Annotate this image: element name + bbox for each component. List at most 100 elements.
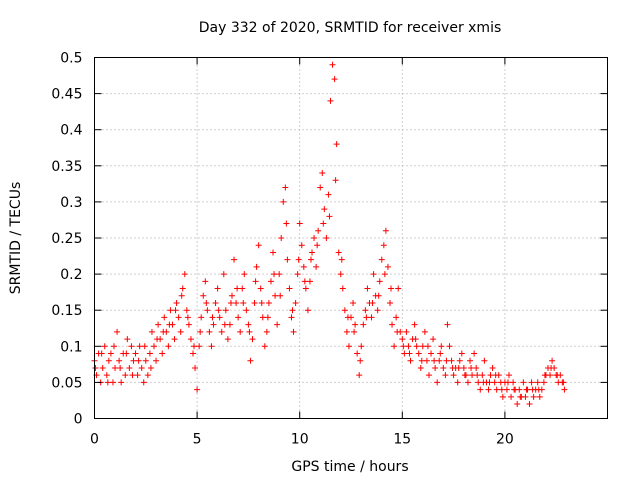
data-point xyxy=(329,61,336,68)
data-point xyxy=(475,379,482,386)
data-point xyxy=(307,256,314,263)
data-point xyxy=(362,307,369,314)
data-point xyxy=(204,307,211,314)
data-point xyxy=(144,372,151,379)
data-point xyxy=(198,314,205,321)
data-point xyxy=(467,357,474,364)
data-point xyxy=(114,328,121,335)
data-point xyxy=(491,379,498,386)
data-point xyxy=(178,292,185,299)
data-point xyxy=(263,328,270,335)
x-tick-label: 10 xyxy=(291,432,309,448)
data-point xyxy=(161,314,168,321)
data-point xyxy=(184,314,191,321)
data-point xyxy=(175,314,182,321)
data-point xyxy=(304,307,311,314)
data-point xyxy=(135,357,142,364)
data-point xyxy=(306,278,313,285)
data-point xyxy=(117,364,124,371)
data-point xyxy=(417,364,424,371)
data-point xyxy=(386,299,393,306)
data-point xyxy=(311,235,318,241)
data-point xyxy=(237,328,244,335)
data-point xyxy=(179,285,186,292)
data-point xyxy=(246,328,253,335)
data-point xyxy=(428,350,435,357)
data-point xyxy=(202,278,209,285)
data-point xyxy=(343,328,350,335)
data-point xyxy=(233,299,240,306)
data-point xyxy=(185,321,192,328)
data-point xyxy=(331,76,338,83)
data-point xyxy=(325,191,332,198)
data-point xyxy=(122,372,129,379)
data-point xyxy=(375,292,382,299)
data-point xyxy=(151,343,158,350)
data-point xyxy=(529,386,536,393)
data-point xyxy=(378,256,385,263)
data-point xyxy=(129,372,136,379)
data-point xyxy=(438,343,445,350)
data-point xyxy=(296,220,303,227)
grid-lines xyxy=(94,57,608,419)
data-point xyxy=(181,271,188,278)
data-point xyxy=(319,170,326,177)
y-axis-label: SRMTID / TECUs xyxy=(8,182,24,295)
data-point xyxy=(203,299,210,306)
data-point xyxy=(136,343,143,350)
data-point xyxy=(393,314,400,321)
data-point xyxy=(561,386,568,393)
data-point xyxy=(443,357,450,364)
data-point xyxy=(267,278,274,285)
data-point xyxy=(239,285,246,292)
data-point xyxy=(401,350,408,357)
data-point xyxy=(140,379,147,386)
data-point xyxy=(522,393,529,400)
data-point xyxy=(382,227,389,234)
data-point xyxy=(173,299,180,306)
data-point xyxy=(448,357,455,364)
data-point xyxy=(354,350,361,357)
data-point xyxy=(432,364,439,371)
data-point xyxy=(271,271,278,278)
y-tick-label: 0.4 xyxy=(60,123,82,139)
data-point xyxy=(109,379,116,386)
data-point xyxy=(132,350,139,357)
data-point xyxy=(424,343,431,350)
data-point xyxy=(455,364,462,371)
data-point xyxy=(350,299,357,306)
data-point xyxy=(295,256,302,263)
data-point xyxy=(276,271,283,278)
data-point xyxy=(218,328,225,335)
data-point xyxy=(221,321,228,328)
data-point xyxy=(247,357,254,364)
y-tick-label: 0.3 xyxy=(60,195,82,211)
data-point xyxy=(326,213,333,220)
data-point xyxy=(536,393,543,400)
data-point xyxy=(280,198,287,205)
data-point xyxy=(147,364,154,371)
data-point xyxy=(535,386,542,393)
data-point xyxy=(469,372,476,379)
data-point xyxy=(504,379,511,386)
data-point xyxy=(172,307,179,314)
data-point xyxy=(344,314,351,321)
data-point xyxy=(138,364,145,371)
data-point xyxy=(339,285,346,292)
data-point xyxy=(487,372,494,379)
data-point xyxy=(142,357,149,364)
x-tick-label: 20 xyxy=(496,432,514,448)
data-point xyxy=(155,321,162,328)
data-point xyxy=(351,328,358,335)
data-point xyxy=(191,343,198,350)
data-point xyxy=(272,292,279,299)
data-point xyxy=(107,350,114,357)
data-point xyxy=(479,372,486,379)
data-point xyxy=(216,314,223,321)
data-point xyxy=(399,336,406,343)
data-point xyxy=(196,343,203,350)
data-point xyxy=(231,256,238,263)
data-point xyxy=(431,357,438,364)
data-point xyxy=(345,343,352,350)
